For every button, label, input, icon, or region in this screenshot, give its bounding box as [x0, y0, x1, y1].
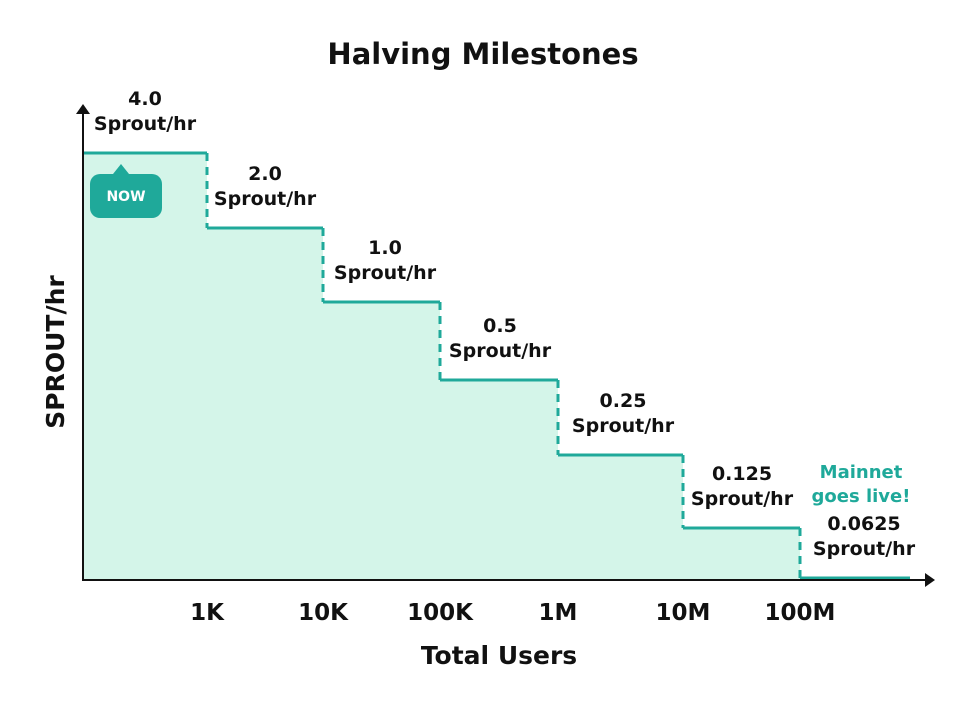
step-unit-label: Sprout/hr [334, 262, 437, 284]
step-unit-label: Sprout/hr [449, 340, 552, 362]
step-value-label: 0.125 [712, 463, 772, 485]
x-axis-title: Total Users [421, 641, 577, 670]
step-value-label: 0.5 [483, 315, 517, 337]
step-value-label: 1.0 [368, 237, 402, 259]
area-fill [83, 153, 910, 580]
now-badge-pointer [113, 164, 129, 174]
step-unit-label: Sprout/hr [572, 415, 675, 437]
now-badge-body [90, 174, 162, 218]
chart-title: Halving Milestones [327, 37, 638, 71]
x-tick-label: 1K [190, 600, 225, 626]
step-value-label: 4.0 [128, 88, 162, 110]
step-value-label: 2.0 [248, 163, 282, 185]
x-tick-label: 10M [656, 600, 711, 626]
mainnet-annotation-line2: goes live! [812, 486, 911, 507]
step-unit-label: Sprout/hr [691, 488, 794, 510]
mainnet-annotation-line1: Mainnet [820, 462, 903, 483]
step-value-label: 0.0625 [827, 513, 900, 535]
step-value-label: 0.25 [600, 390, 647, 412]
x-tick-label: 100K [407, 600, 474, 626]
now-badge: NOW [90, 164, 162, 218]
x-tick-label: 10K [298, 600, 349, 626]
y-axis-title: SPROUT/hr [41, 275, 70, 429]
step-unit-label: Sprout/hr [813, 538, 916, 560]
x-axis-arrow [925, 573, 935, 587]
step-unit-label: Sprout/hr [94, 113, 197, 135]
x-tick-label: 1M [539, 600, 578, 626]
y-axis-arrow [76, 104, 90, 114]
step-unit-label: Sprout/hr [214, 188, 317, 210]
x-tick-label: 100M [765, 600, 836, 626]
now-badge-text: NOW [106, 189, 145, 205]
